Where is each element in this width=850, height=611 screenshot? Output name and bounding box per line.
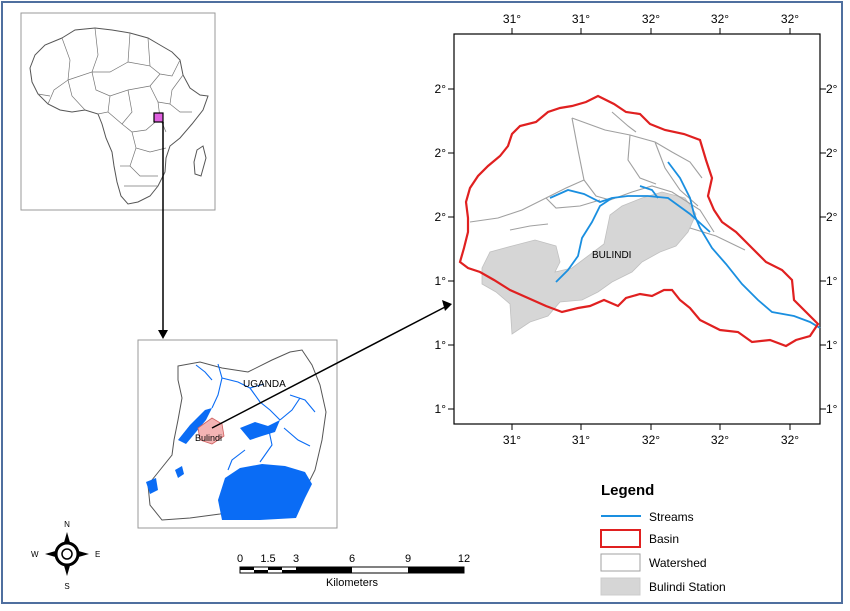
- left-tick-labels: 2° 2° 2° 1° 1° 1°: [435, 82, 447, 416]
- top-tick-labels: 31° 31° 32° 32° 32°: [503, 12, 799, 26]
- bulindi-station-area: [481, 191, 697, 335]
- legend: Legend Streams Basin Watershed Bulindi S…: [600, 482, 726, 596]
- bulindi-site-label: Bulindi: [195, 433, 222, 443]
- scale-bar: 0 1.5 3 6 9 12 Kilometers: [237, 553, 470, 589]
- scale-tick-label: 12: [458, 553, 470, 565]
- right-tick-label: 2°: [826, 210, 838, 224]
- uganda-highlight: [153, 112, 164, 123]
- compass-s-label: S: [64, 582, 69, 591]
- bulindi-station-label: BULINDI: [592, 250, 631, 261]
- left-tick-label: 2°: [435, 82, 447, 96]
- streams: [549, 161, 821, 329]
- left-tick-label: 2°: [435, 210, 447, 224]
- lake-albert: [178, 408, 212, 444]
- scale-tick-label: 3: [293, 553, 299, 565]
- right-tick-labels: 2° 2° 2° 1° 1° 1°: [826, 82, 838, 416]
- compass-e-label: E: [95, 550, 100, 559]
- legend-label-bulindi-station: Bulindi Station: [649, 580, 726, 594]
- right-tick-label: 1°: [826, 402, 838, 416]
- africa-inset: [20, 12, 216, 211]
- arrow-africa-to-uganda: [158, 122, 168, 339]
- main-map: 31° 31° 32° 32° 32° 31° 31° 32° 32° 32° …: [435, 12, 838, 447]
- left-tick-label: 2°: [435, 146, 447, 160]
- lake-edward: [146, 478, 158, 494]
- left-tick-label: 1°: [435, 402, 447, 416]
- scale-tick-label: 1.5: [260, 553, 275, 565]
- africa-borders: [37, 27, 192, 187]
- watershed-lines: [469, 111, 746, 251]
- arrow-uganda-to-main: [211, 300, 452, 429]
- left-tick-label: 1°: [435, 274, 447, 288]
- left-tick-label: 1°: [435, 338, 447, 352]
- legend-symbol-watershed: [600, 553, 641, 572]
- bottom-tick-label: 31°: [572, 433, 590, 447]
- scale-tick-label: 0: [237, 553, 243, 565]
- legend-label-streams: Streams: [649, 510, 694, 524]
- right-tick-label: 2°: [826, 82, 838, 96]
- madagascar: [193, 145, 207, 177]
- legend-symbol-bulindi-station: [600, 577, 641, 596]
- top-tick-label: 32°: [711, 12, 729, 26]
- graticule-ticks: [448, 28, 826, 430]
- legend-label-basin: Basin: [649, 532, 679, 546]
- bottom-tick-labels: 31° 31° 32° 32° 32°: [503, 433, 799, 447]
- top-tick-label: 32°: [781, 12, 799, 26]
- scale-unit-label: Kilometers: [326, 577, 378, 589]
- lake-george: [175, 466, 184, 478]
- compass-w-label: W: [31, 550, 39, 559]
- bottom-tick-label: 32°: [711, 433, 729, 447]
- scale-tick-label: 9: [405, 553, 411, 565]
- bottom-tick-label: 32°: [781, 433, 799, 447]
- uganda-label: UGANDA: [243, 379, 286, 390]
- scale-tick-label: 6: [349, 553, 355, 565]
- lake-victoria: [218, 464, 312, 520]
- right-tick-label: 1°: [826, 338, 838, 352]
- bottom-tick-label: 31°: [503, 433, 521, 447]
- basin-boundary: [458, 94, 820, 348]
- top-tick-label: 31°: [572, 12, 590, 26]
- uganda-rivers: [195, 363, 316, 471]
- uganda-inset: UGANDA Bulindi: [137, 339, 338, 529]
- legend-symbol-basin: [600, 529, 641, 548]
- compass-icon: N S E W: [31, 520, 100, 591]
- right-tick-label: 2°: [826, 146, 838, 160]
- right-tick-label: 1°: [826, 274, 838, 288]
- bottom-tick-label: 32°: [642, 433, 660, 447]
- legend-label-watershed: Watershed: [649, 556, 707, 570]
- legend-title: Legend: [601, 482, 654, 499]
- compass-n-label: N: [64, 520, 70, 529]
- top-tick-label: 32°: [642, 12, 660, 26]
- lake-kyoga: [240, 420, 280, 440]
- top-tick-label: 31°: [503, 12, 521, 26]
